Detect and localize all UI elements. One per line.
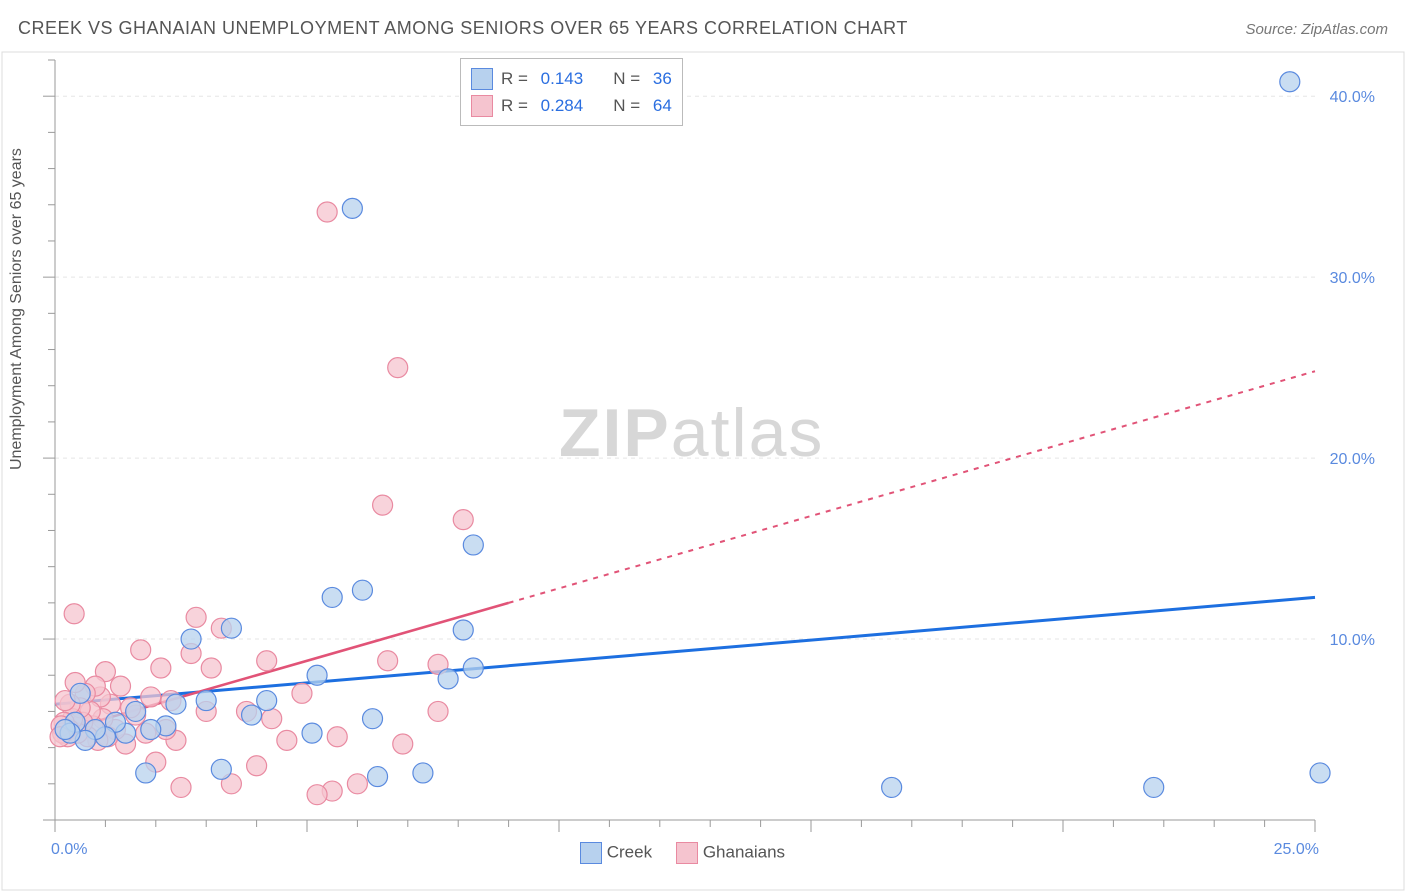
legend-swatch: [580, 842, 602, 864]
r-label: R =: [501, 65, 528, 92]
legend-swatch: [676, 842, 698, 864]
legend-swatch: [471, 95, 493, 117]
n-label: N =: [613, 65, 640, 92]
data-point: [247, 756, 267, 776]
data-point: [171, 777, 191, 797]
n-label: N =: [613, 92, 640, 119]
scatter-chart: 0.0% 25.0% 10.0% 20.0% 30.0% 40.0%: [0, 50, 1406, 892]
chart-area: Unemployment Among Seniors over 65 years…: [0, 50, 1406, 892]
data-point: [1144, 777, 1164, 797]
stats-row: R = 0.284 N = 64: [471, 92, 672, 119]
data-point: [55, 720, 75, 740]
y-tick-label: 20.0%: [1330, 451, 1375, 468]
data-point: [166, 694, 186, 714]
stats-row: R = 0.143 N = 36: [471, 65, 672, 92]
data-point: [136, 763, 156, 783]
data-point: [352, 580, 372, 600]
data-point: [882, 777, 902, 797]
data-point: [317, 202, 337, 222]
data-point: [151, 658, 171, 678]
data-point: [126, 701, 146, 721]
data-point: [201, 658, 221, 678]
data-point: [257, 651, 277, 671]
r-value: 0.284: [536, 92, 583, 119]
legend-swatch: [471, 68, 493, 90]
data-point: [211, 759, 231, 779]
data-point: [463, 658, 483, 678]
data-point: [141, 720, 161, 740]
data-point: [181, 629, 201, 649]
data-point: [302, 723, 322, 743]
y-tick-label: 10.0%: [1330, 632, 1375, 649]
legend-label: Ghanaians: [703, 842, 785, 861]
data-point: [70, 683, 90, 703]
data-point: [378, 651, 398, 671]
y-tick-label: 30.0%: [1330, 270, 1375, 287]
data-point: [221, 618, 241, 638]
data-point: [342, 198, 362, 218]
data-point: [262, 709, 282, 729]
data-point: [453, 620, 473, 640]
data-point: [463, 535, 483, 555]
data-point: [363, 709, 383, 729]
data-point: [393, 734, 413, 754]
legend-label: Creek: [607, 842, 652, 861]
y-tick-label: 40.0%: [1330, 89, 1375, 106]
data-point: [453, 510, 473, 530]
data-point: [277, 730, 297, 750]
data-point: [368, 767, 388, 787]
data-point: [131, 640, 151, 660]
data-point: [413, 763, 433, 783]
data-point: [347, 774, 367, 794]
data-point: [388, 358, 408, 378]
data-point: [307, 665, 327, 685]
page-title: CREEK VS GHANAIAN UNEMPLOYMENT AMONG SEN…: [18, 18, 908, 39]
n-value: 36: [648, 65, 672, 92]
data-point: [428, 701, 448, 721]
data-point: [141, 687, 161, 707]
data-point: [327, 727, 347, 747]
data-point: [307, 785, 327, 805]
legend-item: Creek: [580, 842, 652, 864]
data-point: [322, 587, 342, 607]
x-tick-label: 25.0%: [1274, 841, 1319, 858]
x-tick-label: 0.0%: [51, 841, 87, 858]
stats-box: R = 0.143 N = 36 R = 0.284 N = 64: [460, 58, 683, 126]
data-point: [64, 604, 84, 624]
data-point: [438, 669, 458, 689]
y-axis-label: Unemployment Among Seniors over 65 years: [8, 148, 26, 470]
source-label: Source: ZipAtlas.com: [1245, 21, 1388, 38]
data-point: [196, 691, 216, 711]
data-point: [111, 676, 131, 696]
legend-item: Ghanaians: [676, 842, 785, 864]
data-point: [186, 607, 206, 627]
data-point: [292, 683, 312, 703]
data-point: [1280, 72, 1300, 92]
data-point: [1310, 763, 1330, 783]
data-point: [373, 495, 393, 515]
bottom-legend: Creek Ghanaians: [580, 842, 785, 864]
data-point: [257, 691, 277, 711]
r-value: 0.143: [536, 65, 583, 92]
r-label: R =: [501, 92, 528, 119]
n-value: 64: [648, 92, 672, 119]
data-point: [242, 705, 262, 725]
